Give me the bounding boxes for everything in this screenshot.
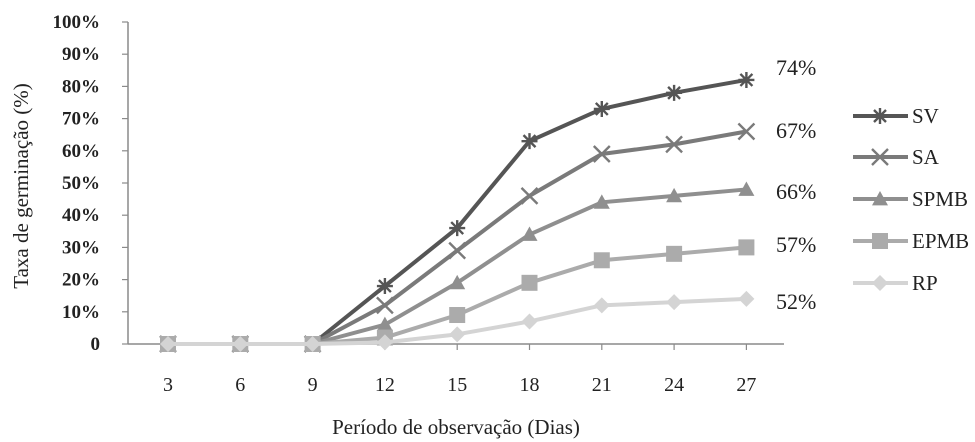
legend-label: RP	[912, 271, 938, 295]
data-point	[376, 278, 393, 295]
legend-marker	[872, 191, 888, 206]
x-tick-label: 18	[520, 374, 540, 396]
series-group	[159, 71, 756, 353]
legend-item-sv: SV	[853, 104, 939, 128]
y-tick-label: 0	[91, 334, 101, 355]
data-point	[232, 336, 249, 352]
series-spmb	[160, 181, 755, 351]
data-point	[304, 336, 321, 352]
end-label-epmb: 57%	[776, 232, 816, 257]
data-point	[666, 187, 683, 203]
data-point	[449, 326, 466, 343]
y-tick-label: 100%	[53, 12, 101, 33]
series-rp	[160, 290, 755, 352]
data-point	[449, 274, 466, 290]
data-point	[521, 313, 538, 330]
end-labels: 74% 67% 66% 57% 52%	[776, 55, 816, 314]
data-point	[521, 274, 538, 291]
data-point	[592, 145, 611, 163]
legend-item-rp: RP	[853, 271, 938, 295]
data-point	[593, 252, 610, 269]
end-label-rp: 52%	[776, 289, 816, 314]
legend-label: EPMB	[912, 229, 969, 253]
end-label-spmb: 66%	[776, 179, 816, 204]
legend-item-sa: SA	[853, 145, 940, 169]
axes	[127, 22, 784, 345]
data-point	[448, 241, 467, 260]
data-point	[449, 220, 466, 237]
end-label-sa: 67%	[776, 118, 816, 143]
data-point	[666, 84, 683, 101]
data-point	[376, 334, 393, 351]
data-point	[738, 181, 755, 196]
data-point	[665, 135, 683, 154]
y-tick-label: 10%	[62, 302, 100, 323]
y-tick-label: 30%	[62, 237, 100, 258]
x-ticks: 3 6 9 12 15 18 21 24 27	[163, 344, 756, 396]
data-point	[738, 239, 755, 256]
legend: SV SA SPMB EPMB RP	[853, 104, 969, 295]
data-point	[160, 336, 176, 352]
legend-item-epmb: EPMB	[853, 229, 969, 253]
end-label-sv: 74%	[776, 55, 816, 80]
data-point	[666, 294, 683, 311]
legend-marker	[872, 275, 888, 291]
y-tick-label: 60%	[62, 141, 100, 162]
data-point	[737, 122, 756, 141]
x-tick-label: 27	[736, 374, 756, 396]
data-point	[593, 194, 610, 209]
x-tick-label: 12	[375, 374, 395, 396]
legend-label: SA	[912, 145, 940, 169]
legend-label: SPMB	[912, 187, 968, 211]
data-point	[738, 71, 755, 88]
y-tick-label: 20%	[62, 270, 100, 291]
y-axis-title: Taxa de germinação (%)	[9, 83, 33, 289]
data-point	[376, 296, 394, 315]
x-tick-label: 3	[163, 374, 173, 396]
data-point	[521, 133, 538, 150]
legend-label: SV	[912, 104, 939, 128]
data-point	[593, 100, 610, 117]
y-tick-label: 90%	[62, 44, 100, 65]
y-tick-label: 70%	[62, 109, 100, 130]
data-point	[376, 316, 393, 332]
legend-item-spmb: SPMB	[853, 187, 968, 211]
x-tick-label: 24	[664, 374, 684, 396]
data-point	[593, 297, 610, 314]
y-tick-label: 80%	[62, 76, 100, 97]
data-point	[666, 245, 683, 262]
x-axis-title: Período de observação (Dias)	[332, 415, 580, 439]
x-tick-label: 15	[447, 374, 467, 396]
data-point	[449, 307, 466, 324]
x-tick-label: 6	[235, 374, 245, 396]
x-tick-label: 21	[592, 374, 612, 396]
data-point	[520, 187, 539, 205]
data-point	[521, 226, 538, 241]
y-tick-label: 40%	[62, 205, 100, 226]
legend-marker	[871, 148, 889, 166]
legend-marker	[872, 233, 888, 249]
y-tick-label: 50%	[62, 173, 100, 194]
y-ticks: 0 10% 20% 30% 40% 50% 60% 70% 80% 90% 100%	[53, 12, 128, 355]
x-tick-label: 9	[308, 374, 318, 396]
data-point	[738, 290, 755, 307]
legend-marker	[872, 108, 888, 124]
